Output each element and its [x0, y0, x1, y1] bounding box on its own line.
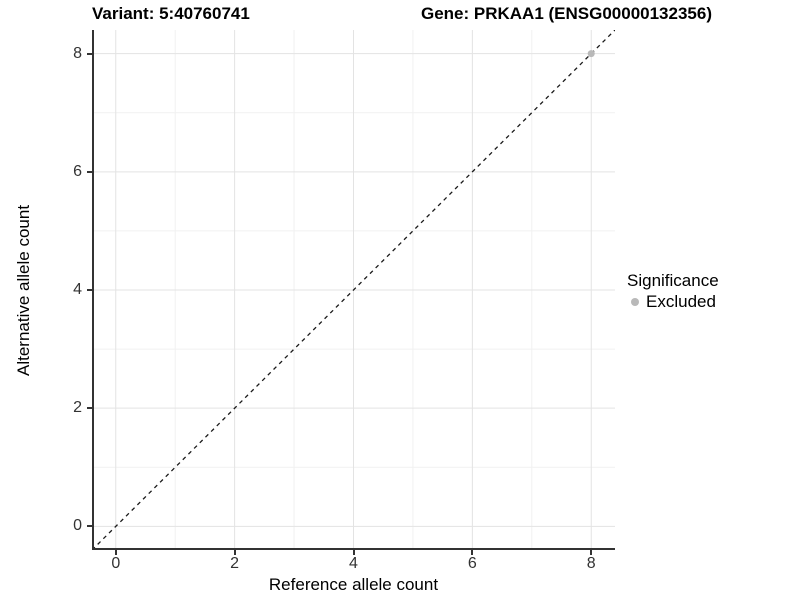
x-tick-mark — [471, 550, 474, 555]
x-tick-label: 2 — [230, 555, 240, 572]
legend: Significance Excluded — [627, 270, 719, 312]
x-tick-label: 0 — [111, 555, 121, 572]
variant-title: Variant: 5:40760741 — [92, 4, 250, 23]
data-point — [587, 50, 595, 58]
y-tick-label: 4 — [73, 281, 82, 298]
legend-title: Significance — [627, 271, 719, 290]
y-tick-label: 2 — [73, 399, 82, 417]
y-tick-label: 6 — [73, 162, 82, 180]
y-axis-title: Alternative allele count — [14, 204, 33, 376]
identity-reference-line — [92, 30, 615, 550]
x-tick-mark — [233, 550, 236, 555]
x-axis-title: Reference allele count — [268, 575, 439, 594]
y-tick-mark — [87, 407, 92, 410]
x-axis-ticks: 0 2 4 6 8 — [92, 550, 615, 576]
plot-canvas — [92, 30, 615, 550]
x-tick-mark — [352, 550, 355, 555]
x-tick-label: 6 — [467, 555, 477, 572]
x-tick-label: 4 — [349, 555, 358, 572]
y-tick-label: 8 — [73, 44, 82, 62]
y-tick-mark — [87, 52, 92, 55]
y-tick-mark — [87, 170, 92, 173]
y-tick-mark — [87, 525, 92, 528]
y-axis-ticks: 0 2 4 6 8 — [42, 30, 92, 550]
legend-item-label: Excluded — [646, 292, 716, 311]
excluded-point-icon — [631, 297, 639, 306]
legend-item-excluded: Excluded — [627, 291, 719, 312]
plot-panel — [92, 30, 615, 550]
x-tick-label: 8 — [586, 555, 596, 572]
x-tick-mark — [114, 550, 117, 555]
y-tick-mark — [87, 289, 92, 291]
gene-title: Gene: PRKAA1 (ENSG00000132356) — [420, 4, 712, 23]
y-tick-label: 0 — [73, 517, 82, 535]
plot-title-row: Variant: 5:40760741 Gene: PRKAA1 (ENSG00… — [92, 4, 712, 24]
x-tick-mark — [590, 550, 593, 555]
